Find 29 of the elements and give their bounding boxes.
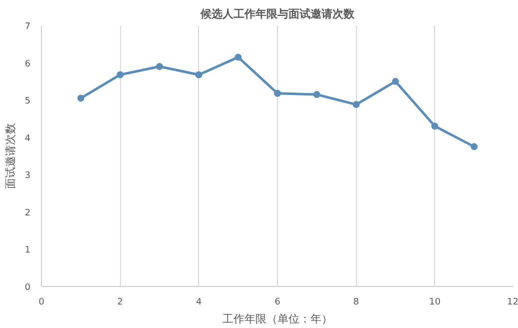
y-tick-label: 4: [24, 134, 31, 144]
y-tick-label: 5: [24, 96, 31, 107]
point: [116, 71, 124, 78]
point: [392, 78, 399, 85]
y-tick-label: 3: [24, 171, 31, 182]
point: [313, 90, 320, 98]
x-tick-label: 2: [117, 298, 124, 308]
y-tick-label: 1: [24, 246, 31, 256]
y-axis-title: 面试邀请次数: [4, 123, 17, 189]
point: [470, 143, 478, 150]
x-tick-label: 0: [38, 298, 45, 308]
x-tick-label: 6: [274, 298, 281, 308]
y-tick-label: 2: [24, 208, 31, 218]
point: [195, 71, 202, 78]
y-tick-label: 6: [24, 59, 31, 70]
x-axis-title: 工作年限（单位：年）: [222, 312, 332, 326]
point: [156, 63, 163, 70]
x-tick-label: 12: [507, 298, 518, 308]
x-tick-label: 10: [429, 298, 441, 308]
point: [234, 54, 242, 61]
point: [431, 122, 438, 130]
y-tick-label: 0: [24, 283, 31, 293]
x-tick-label: 4: [196, 298, 202, 308]
point: [77, 94, 84, 102]
y-tick-label: 7: [24, 22, 31, 32]
x-tick-label: 8: [353, 298, 360, 308]
point: [274, 90, 281, 97]
point: [352, 101, 360, 108]
chart-title: 候选人工作年限与面试邀请次数: [200, 8, 356, 20]
